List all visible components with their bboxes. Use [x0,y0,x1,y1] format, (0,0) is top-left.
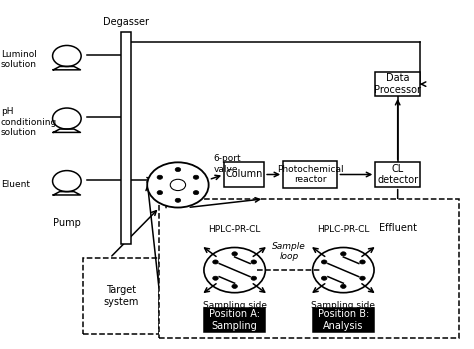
Circle shape [213,260,218,264]
Text: Target
system: Target system [103,285,139,307]
Text: 6-port
valve: 6-port valve [213,154,241,174]
Text: pH
conditioning
solution: pH conditioning solution [0,107,57,137]
Bar [375,162,420,187]
Text: Luminol
solution: Luminol solution [0,50,36,69]
Circle shape [360,260,365,264]
Bar [159,199,459,338]
Text: Eluent: Eluent [0,180,30,190]
Bar [224,162,264,187]
Text: Data
Processor: Data Processor [374,73,421,95]
Circle shape [175,168,181,172]
Text: Position B:
Analysis: Position B: Analysis [318,309,369,331]
Circle shape [204,247,265,293]
Bar [375,72,420,96]
Circle shape [175,198,181,202]
Circle shape [170,179,186,191]
Text: HPLC-PR-CL: HPLC-PR-CL [209,225,261,233]
Text: Sampling side: Sampling side [203,302,267,310]
Text: Pump: Pump [53,218,81,228]
Text: Sample
loop: Sample loop [272,242,306,261]
Circle shape [193,191,199,195]
Circle shape [232,284,237,288]
Circle shape [147,162,209,208]
Circle shape [53,171,81,192]
Text: Position A:
Sampling: Position A: Sampling [209,309,260,331]
Circle shape [321,276,327,280]
Circle shape [313,247,374,293]
Text: Sampling side: Sampling side [311,302,375,310]
Circle shape [251,276,256,280]
Bar [313,308,374,332]
Text: Degasser: Degasser [103,17,149,27]
Circle shape [251,260,256,264]
Circle shape [157,191,163,195]
Circle shape [232,252,237,256]
Circle shape [360,276,365,280]
Bar [121,32,131,244]
Circle shape [193,175,199,179]
Circle shape [53,45,81,66]
Text: Effluent: Effluent [379,223,417,233]
Circle shape [157,175,163,179]
Circle shape [53,108,81,129]
Circle shape [341,252,346,256]
Text: HPLC-PR-CL: HPLC-PR-CL [317,225,370,233]
Bar [283,161,337,188]
Circle shape [213,276,218,280]
Text: CL
detector: CL detector [377,164,418,185]
Circle shape [341,284,346,288]
Bar [83,258,159,334]
Circle shape [321,260,327,264]
Bar [204,308,265,332]
Text: Column: Column [226,170,263,179]
Text: Photochemical
reactor: Photochemical reactor [277,165,344,184]
